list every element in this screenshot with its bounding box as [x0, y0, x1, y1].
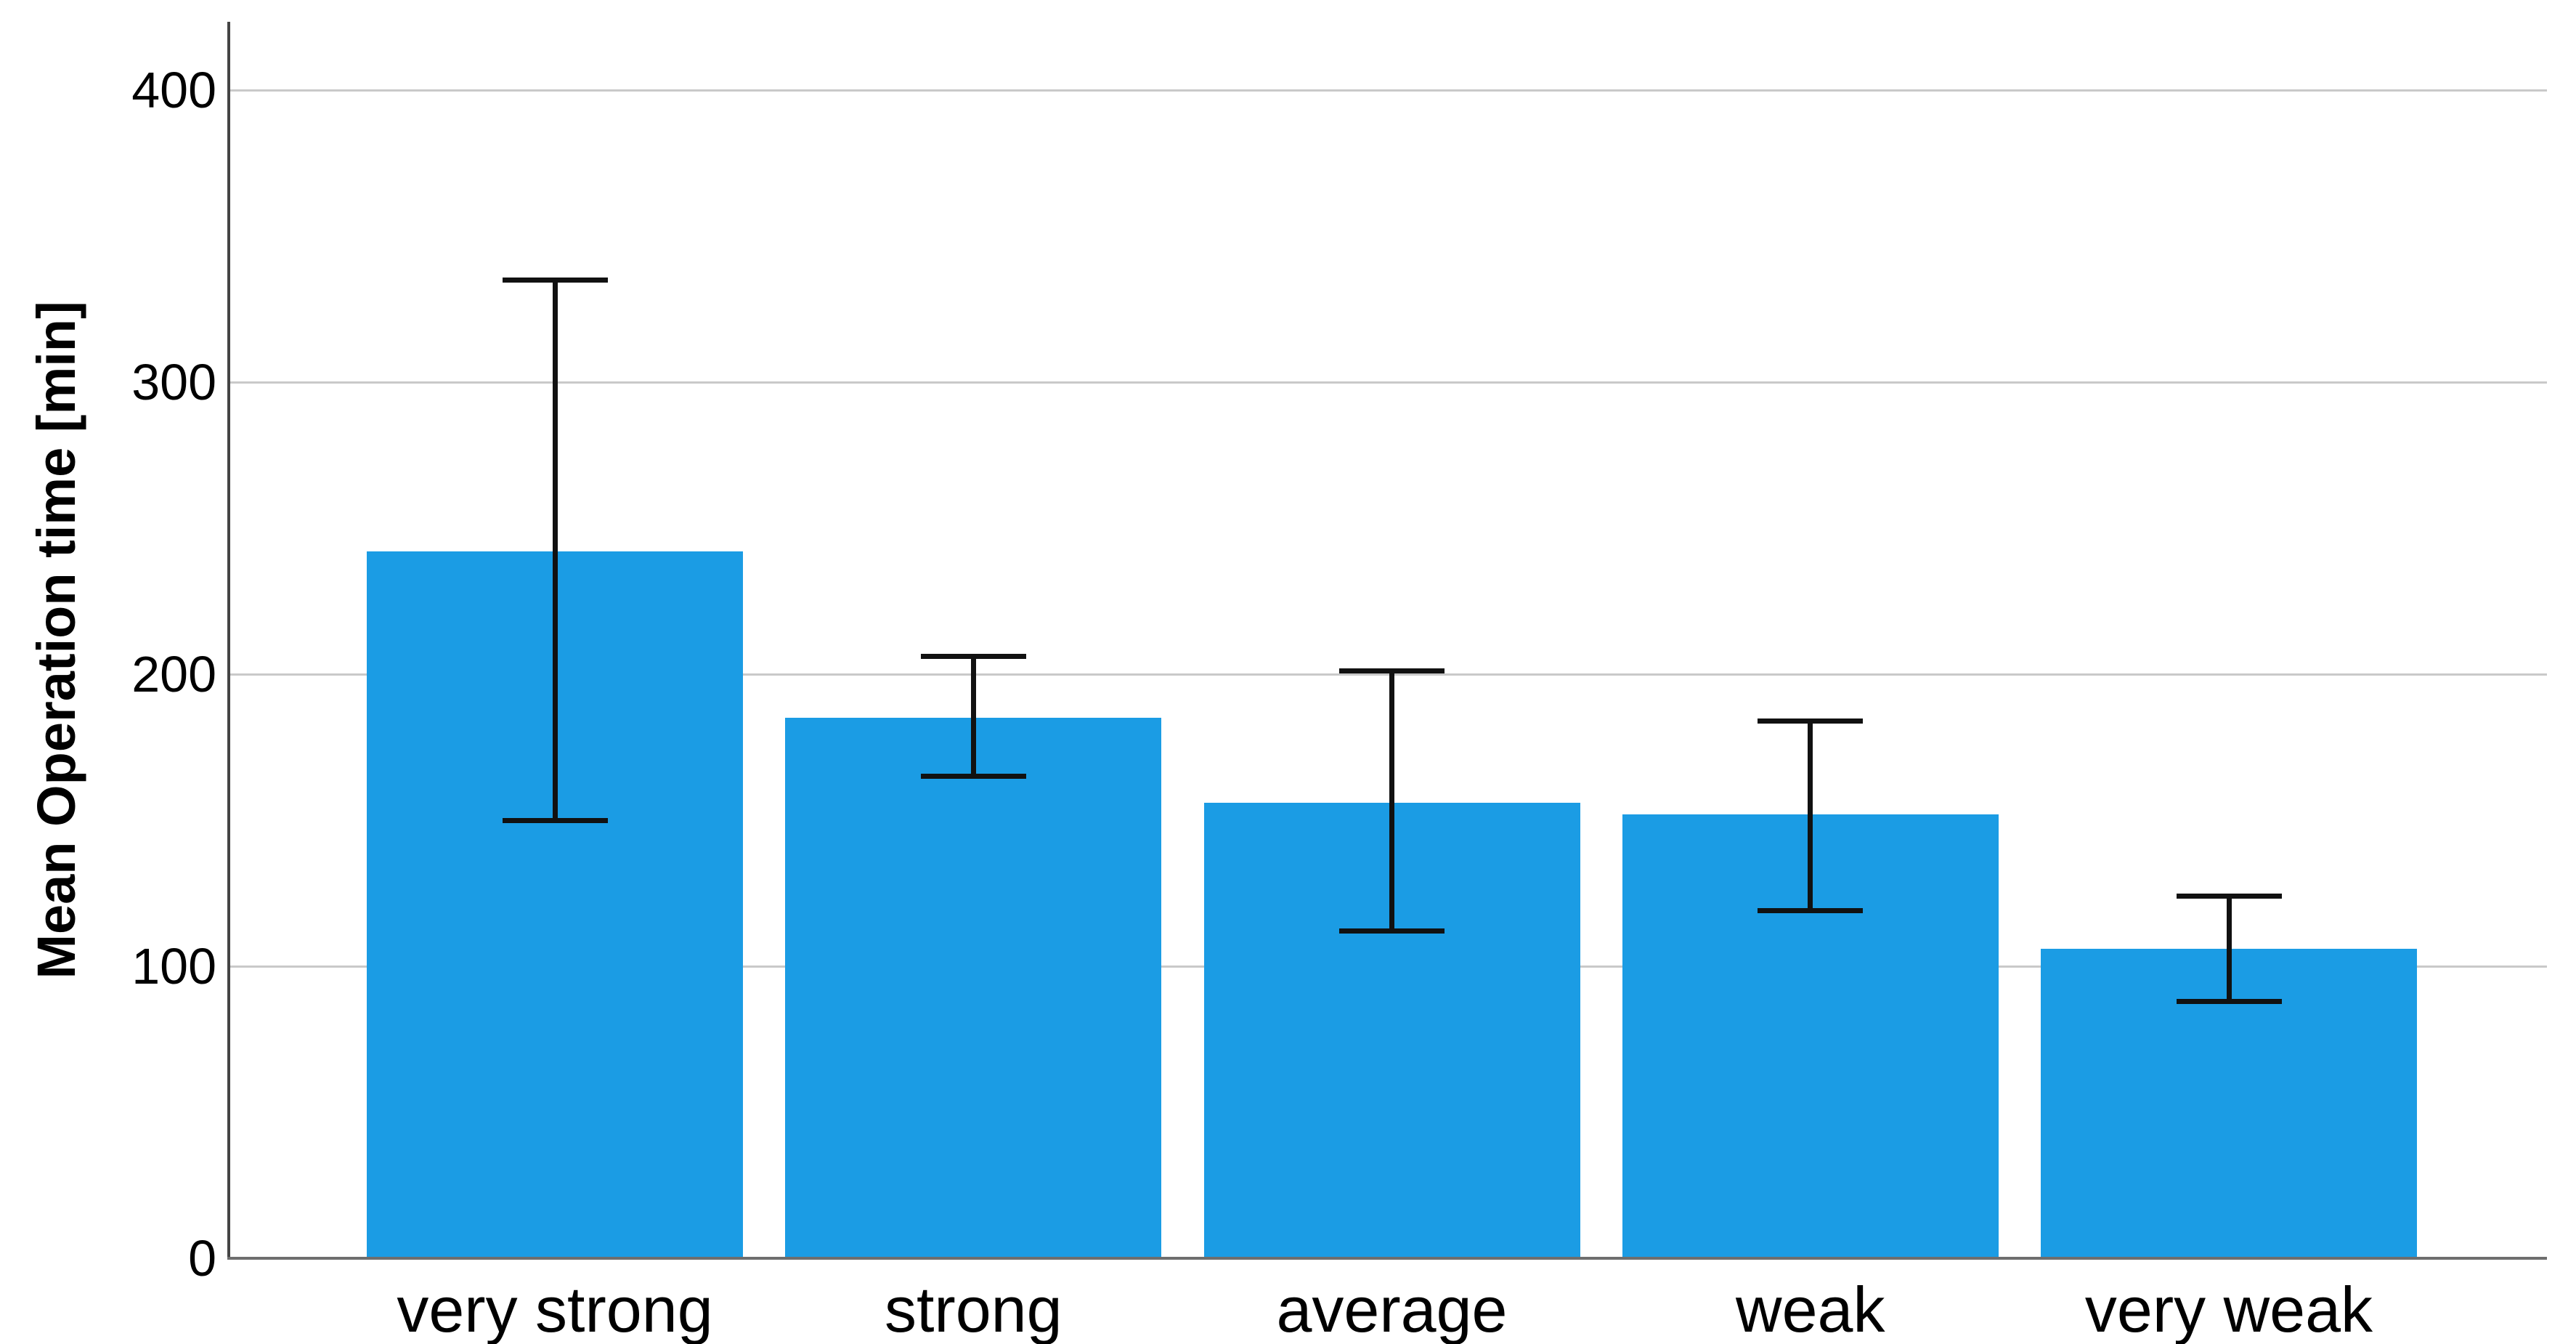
- x-label-very-strong: very strong: [397, 1274, 713, 1344]
- error-bar-line-weak: [1808, 721, 1813, 911]
- error-bar-cap-bottom-very-strong: [502, 817, 608, 823]
- error-bar-cap-top-strong: [920, 654, 1026, 660]
- x-label-strong: strong: [884, 1274, 1063, 1344]
- error-bar-line-very-weak: [2226, 896, 2232, 1002]
- error-bar-cap-top-average: [1339, 668, 1445, 674]
- x-label-average: average: [1276, 1274, 1508, 1344]
- x-axis-line: [227, 1257, 2547, 1260]
- y-tick-label-100: 100: [131, 938, 216, 995]
- error-bar-line-strong: [970, 656, 976, 777]
- error-bar-cap-bottom-very-weak: [2176, 998, 2282, 1004]
- error-bar-cap-bottom-strong: [920, 774, 1026, 780]
- error-bar-line-very-strong: [552, 280, 558, 820]
- error-bar-cap-bottom-weak: [1758, 908, 1864, 914]
- y-tick-label-0: 0: [188, 1230, 216, 1287]
- x-label-very-weak: very weak: [2084, 1274, 2373, 1344]
- bar-strong: [785, 718, 1162, 1258]
- x-label-weak: weak: [1736, 1274, 1885, 1344]
- y-axis-line: [227, 22, 230, 1260]
- gridline-400: [230, 89, 2547, 92]
- error-bar-cap-top-very-strong: [502, 277, 608, 283]
- y-tick-label-400: 400: [131, 62, 216, 118]
- error-bar-cap-top-very-weak: [2176, 894, 2282, 899]
- gridline-200: [230, 673, 2547, 676]
- error-bar-line-average: [1389, 671, 1394, 931]
- y-tick-label-300: 300: [131, 354, 216, 410]
- error-bar-cap-bottom-average: [1339, 928, 1445, 934]
- y-tick-label-200: 200: [131, 646, 216, 703]
- gridline-300: [230, 381, 2547, 384]
- error-bar-cap-top-weak: [1758, 718, 1864, 724]
